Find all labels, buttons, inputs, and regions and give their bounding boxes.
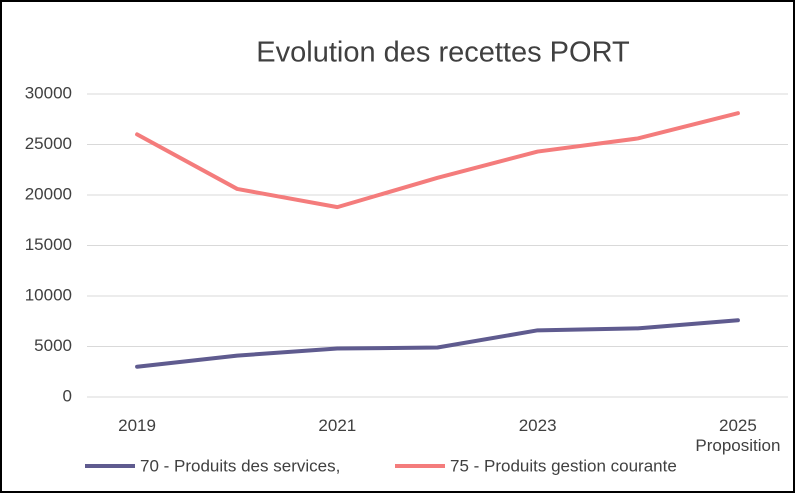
y-tick-label: 30000	[25, 83, 72, 102]
chart-title: Evolution des recettes PORT	[256, 37, 630, 69]
y-tick-label: 25000	[25, 134, 72, 153]
y-tick-label: 10000	[25, 285, 72, 304]
legend-label: 70 - Produits des services,	[140, 456, 340, 475]
y-tick-label: 0	[63, 386, 72, 405]
x-tick-label: 2025 Proposition	[695, 416, 781, 455]
x-tick-label: 2019	[118, 416, 156, 435]
x-tick-label: 2021	[318, 416, 357, 435]
x-tick-label: 2023	[518, 416, 557, 435]
line-series	[135, 111, 740, 210]
legend-label: 75 - Produits gestion courante	[450, 456, 677, 475]
y-tick-label: 20000	[25, 184, 72, 203]
y-tick-label: 5000	[34, 336, 72, 355]
y-tick-label: 15000	[25, 235, 72, 254]
line-series	[135, 318, 740, 369]
